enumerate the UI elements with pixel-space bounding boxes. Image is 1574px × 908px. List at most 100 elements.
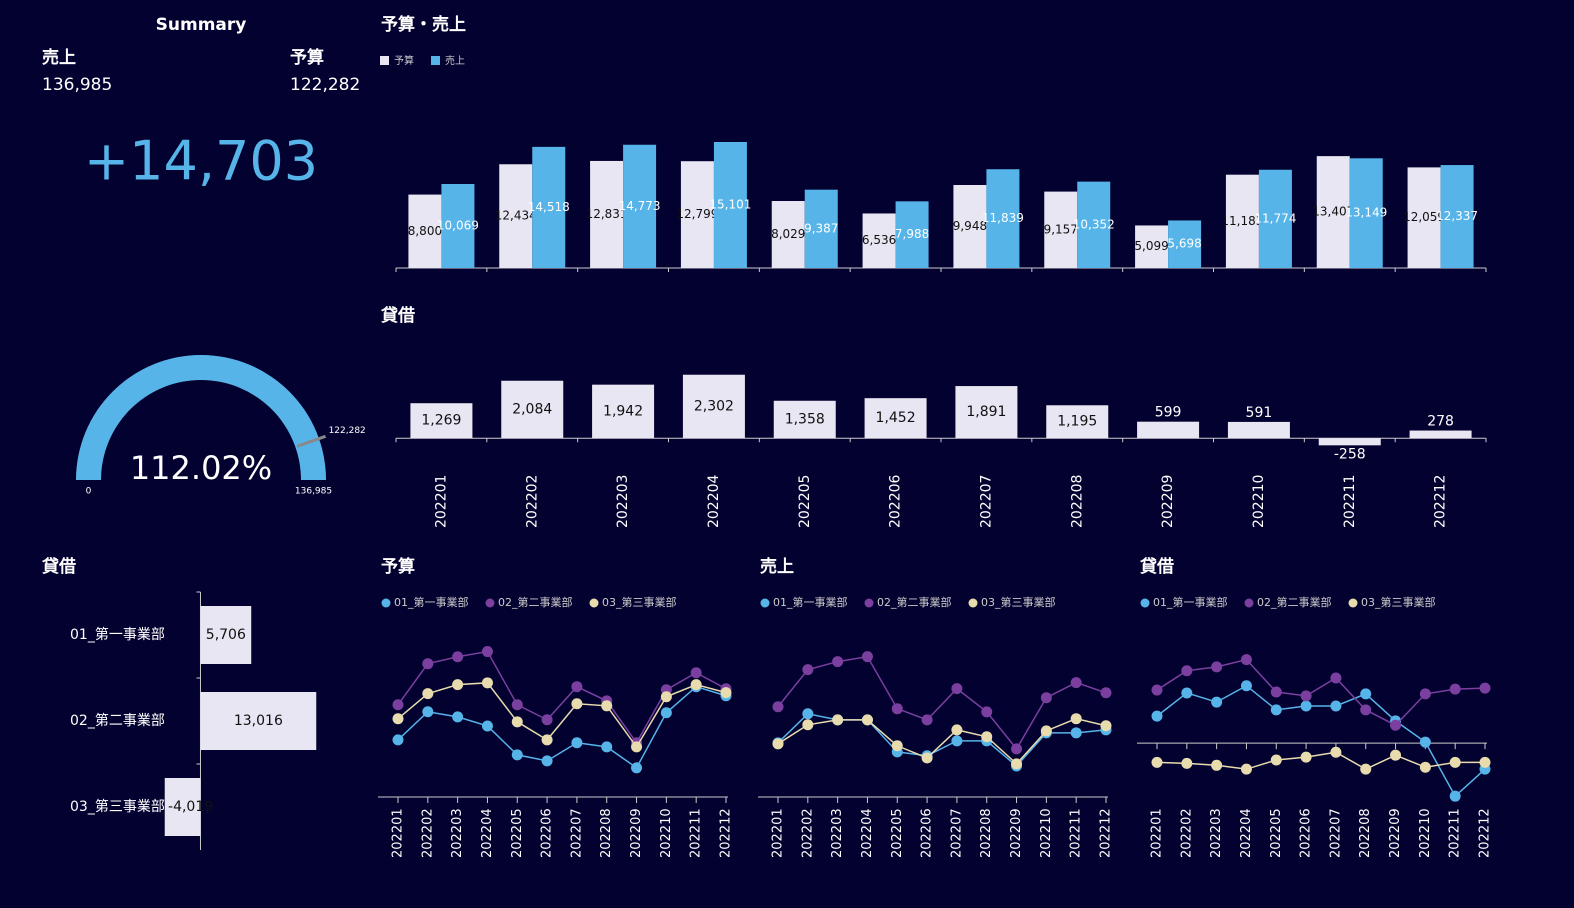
data-point xyxy=(921,752,933,764)
x-tick-label: 202205 xyxy=(890,808,905,858)
bar-value-label: 9,387 xyxy=(804,221,838,235)
bar xyxy=(682,374,745,439)
gauge-target-label: 122,282 xyxy=(329,426,366,436)
data-point xyxy=(1330,672,1342,684)
x-tick-label: 202210 xyxy=(1251,475,1267,528)
bar-value-label: 7,988 xyxy=(895,227,929,241)
data-point xyxy=(1181,665,1193,677)
bar-value-label: 591 xyxy=(1246,405,1273,421)
bar xyxy=(1168,220,1202,268)
data-point xyxy=(981,706,993,718)
legend-swatch xyxy=(431,56,440,65)
x-tick-label: 202202 xyxy=(1179,808,1194,858)
bar xyxy=(955,386,1018,439)
bar xyxy=(986,169,1020,268)
bar-value-label: 12,831 xyxy=(586,207,628,221)
data-point xyxy=(452,651,464,663)
series-line xyxy=(777,717,1107,765)
data-point xyxy=(392,699,404,711)
bar-value-label: 12,434 xyxy=(495,209,537,223)
x-tick-label: 202208 xyxy=(1358,808,1373,858)
bar xyxy=(408,194,442,268)
data-point xyxy=(571,681,583,693)
legend-label: 03_第三事業部 xyxy=(1361,595,1436,609)
gauge-percent: 112.02% xyxy=(130,449,272,487)
data-point xyxy=(1100,720,1112,732)
data-point xyxy=(422,658,434,670)
bar-value-label: -4,019 xyxy=(168,799,213,815)
bar-value-label: 12,337 xyxy=(1436,209,1478,223)
data-point xyxy=(631,741,643,753)
bar xyxy=(501,380,564,439)
x-tick-label: 202205 xyxy=(510,808,525,858)
bar xyxy=(200,606,252,664)
data-point xyxy=(601,741,613,753)
legend-label: 02_第二事業部 xyxy=(498,595,573,609)
data-point xyxy=(1211,759,1223,771)
bar xyxy=(953,184,987,268)
bar-value-label: 14,773 xyxy=(619,199,661,213)
x-tick-label: 202208 xyxy=(1069,475,1085,528)
data-point xyxy=(1330,700,1342,712)
x-tick-label: 202203 xyxy=(450,808,465,858)
gauge-arc xyxy=(76,355,326,480)
bar xyxy=(1077,181,1111,268)
series-line xyxy=(777,655,1107,751)
data-point xyxy=(832,714,844,726)
data-point xyxy=(802,664,814,676)
bar xyxy=(895,201,929,268)
series-line xyxy=(1156,684,1486,798)
data-point xyxy=(631,762,643,774)
data-point xyxy=(392,713,404,725)
x-tick-label: 202212 xyxy=(1478,808,1493,858)
legend-marker xyxy=(760,598,770,608)
x-tick-label: 202207 xyxy=(569,808,584,858)
x-tick-label: 202201 xyxy=(433,475,449,528)
bar xyxy=(1316,156,1350,268)
data-point xyxy=(1151,710,1163,722)
bar-value-label: 599 xyxy=(1155,405,1182,421)
legend-label: 02_第二事業部 xyxy=(1257,595,1332,609)
bar-value-label: 1,452 xyxy=(876,410,916,426)
data-point xyxy=(951,683,963,695)
data-point xyxy=(1270,704,1282,716)
data-point xyxy=(452,679,464,691)
x-tick-label: 202205 xyxy=(1269,808,1284,858)
data-point xyxy=(772,701,784,713)
data-point xyxy=(392,734,404,746)
y-tick-label: 01_第一事業部 xyxy=(70,626,165,643)
data-point xyxy=(422,706,434,718)
x-tick-label: 202209 xyxy=(1009,808,1024,858)
x-tick-label: 202211 xyxy=(1069,808,1084,858)
data-point xyxy=(1300,690,1312,702)
data-point xyxy=(422,688,434,700)
bar xyxy=(1044,191,1078,268)
data-point xyxy=(1479,682,1491,694)
bar xyxy=(164,778,201,836)
data-point xyxy=(832,656,844,668)
x-tick-label: 202206 xyxy=(888,474,904,528)
data-point xyxy=(1449,790,1461,802)
bar-value-label: 13,149 xyxy=(1345,206,1387,220)
data-point xyxy=(511,749,523,761)
data-point xyxy=(1211,661,1223,673)
data-point xyxy=(1390,719,1402,731)
data-point xyxy=(601,700,613,712)
x-tick-label: 202206 xyxy=(540,808,555,858)
x-tick-label: 202204 xyxy=(1239,808,1254,858)
data-point xyxy=(1270,754,1282,766)
data-point xyxy=(1070,713,1082,725)
data-point xyxy=(1449,756,1461,768)
data-point xyxy=(1390,749,1402,761)
data-point xyxy=(1270,686,1282,698)
bar-value-label: 9,948 xyxy=(953,219,987,233)
x-tick-label: 202203 xyxy=(615,475,631,528)
legend-marker xyxy=(864,598,874,608)
data-point xyxy=(861,651,873,663)
bar xyxy=(1258,169,1292,268)
series-line xyxy=(1156,658,1486,727)
data-point xyxy=(1360,704,1372,716)
data-point xyxy=(951,735,963,747)
